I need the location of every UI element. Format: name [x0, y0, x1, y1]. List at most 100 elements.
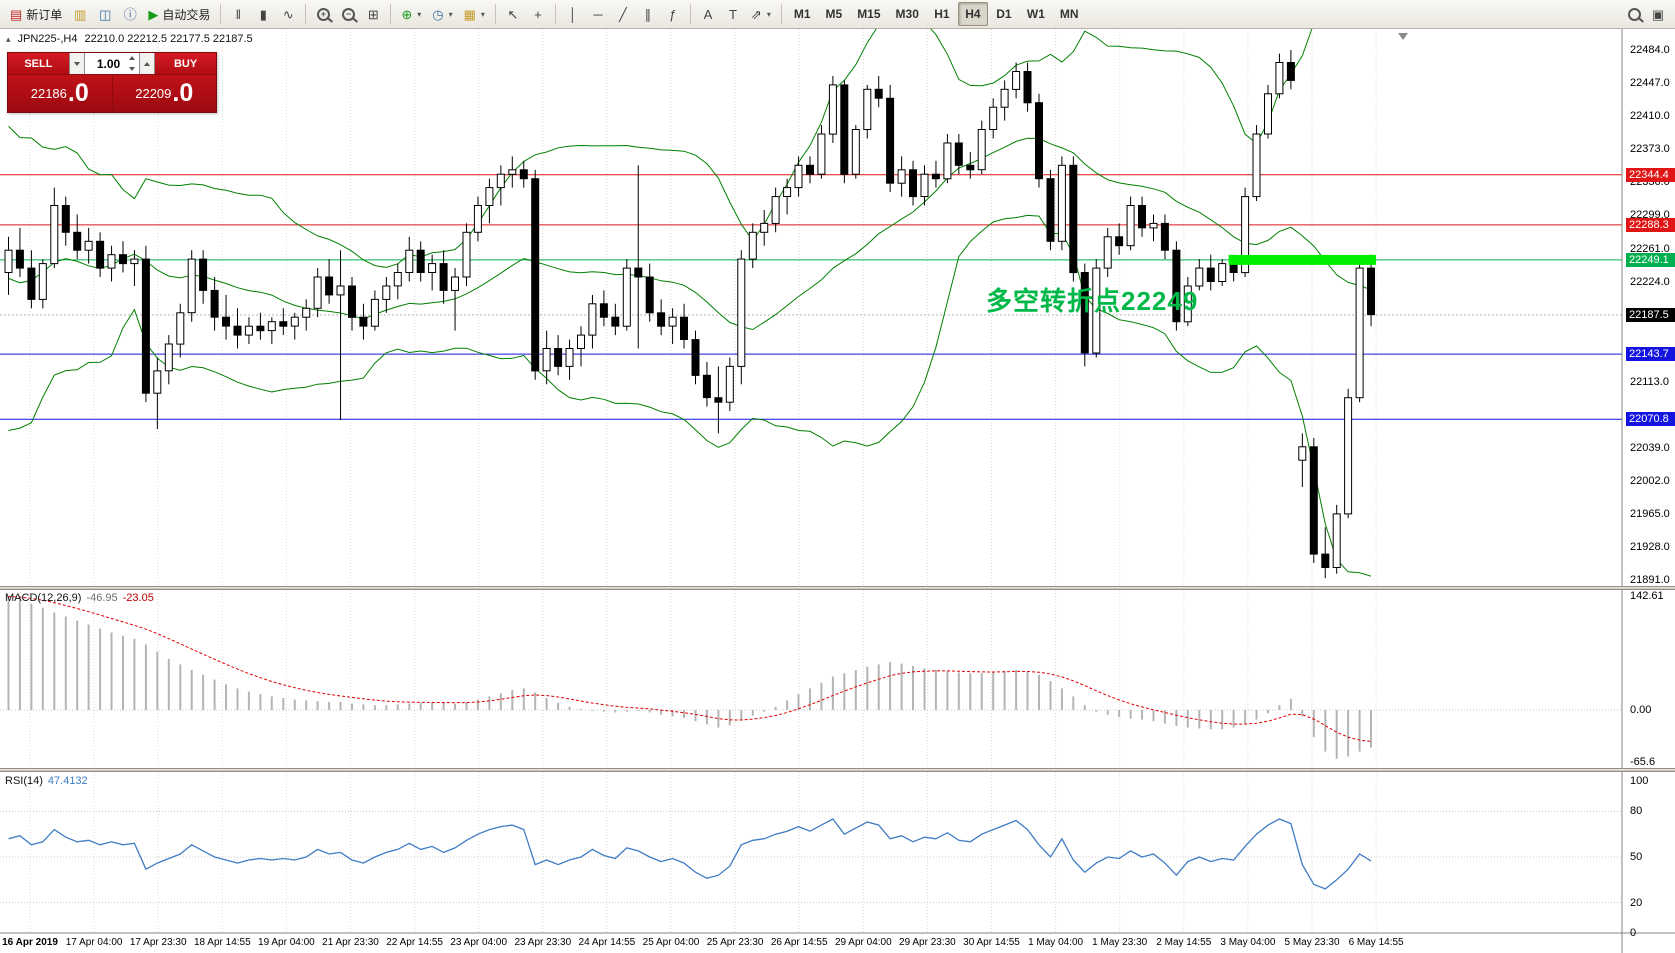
periods-button[interactable]: ◷ ▾ — [427, 2, 457, 26]
price-chart-canvas[interactable] — [0, 29, 1675, 953]
timeframe-mn-button[interactable]: MN — [1053, 2, 1086, 26]
navigator-icon: ◫ — [99, 6, 112, 22]
chart-annotation-text[interactable]: 多空转折点22249 — [986, 286, 1199, 316]
volume-decrease-button[interactable] — [68, 53, 85, 74]
candle-body — [1229, 263, 1238, 274]
candle-body — [1321, 553, 1330, 568]
candle-body — [1103, 236, 1112, 269]
cursor-tool-button[interactable]: ↖ — [501, 2, 525, 26]
candle-body — [1160, 222, 1169, 251]
line-chart-icon: ∿ — [282, 6, 294, 22]
sell-button[interactable]: SELL — [8, 53, 69, 74]
indicators-button[interactable]: ⊕ ▾ — [396, 2, 426, 26]
price-tick-label: 22261.0 — [1630, 243, 1670, 256]
bar-chart-icon: ‖ — [235, 6, 242, 22]
new-order-button[interactable]: ▤ 新订单 — [5, 2, 67, 26]
candle-body — [370, 298, 379, 327]
horizontal-line-tool-button[interactable]: ─ — [586, 2, 610, 26]
candle-body — [943, 142, 952, 180]
trendline-tool-button[interactable]: ╱ — [611, 2, 635, 26]
candle-body — [4, 249, 13, 273]
search-button[interactable] — [1622, 2, 1646, 26]
macd-title: MACD(12,26,9) — [5, 592, 82, 604]
chart-shift-marker[interactable] — [1398, 33, 1408, 40]
candle-body — [96, 240, 105, 269]
arrow-objects-button[interactable]: ⇗ ▾ — [746, 2, 776, 26]
text-label-icon: T — [728, 6, 737, 22]
symbol-period-label: JPN225-,H4 — [17, 33, 78, 45]
tile-windows-button[interactable]: ⊞ — [361, 2, 385, 26]
sell-price[interactable]: 22186.0 — [8, 75, 113, 112]
panel-splitter-rsi[interactable] — [0, 768, 1675, 772]
bollinger-upper-band — [8, 29, 1313, 268]
candle-body — [542, 348, 551, 372]
line-chart-button[interactable]: ∿ — [276, 2, 300, 26]
bar-chart-button[interactable]: ‖ — [226, 2, 250, 26]
timeframe-d1-button[interactable]: D1 — [989, 2, 1019, 26]
zoom-out-button[interactable]: − — [336, 2, 360, 26]
candle-body — [1367, 267, 1375, 316]
panel-splitter-macd[interactable] — [0, 586, 1675, 590]
timeframe-m30-button[interactable]: M30 — [889, 2, 926, 26]
candle-body — [359, 316, 368, 327]
fibonacci-tool-button[interactable]: ƒ — [661, 2, 685, 26]
crosshair-tool-button[interactable]: + — [526, 2, 550, 26]
candle-body — [153, 370, 162, 394]
search-icon — [1627, 7, 1641, 21]
channel-tool-button[interactable]: ∥ — [636, 2, 660, 26]
candle-body — [1080, 272, 1089, 354]
chart-area[interactable]: ▴ JPN225-,H4 22210.0 22212.5 22177.5 221… — [0, 29, 1675, 953]
text-tool-button[interactable]: A — [696, 2, 720, 26]
text-label-tool-button[interactable]: T — [721, 2, 745, 26]
templates-button[interactable]: ▦ ▾ — [459, 2, 490, 26]
auto-trading-button[interactable]: ▶ 自动交易 — [143, 2, 215, 26]
timeframe-m1-button[interactable]: M1 — [787, 2, 818, 26]
zoom-in-button[interactable]: + — [311, 2, 335, 26]
timeframe-h4-button[interactable]: H4 — [957, 2, 988, 26]
new-window-button[interactable]: ▣ — [1646, 2, 1670, 26]
market-watch-button[interactable]: ▥ — [68, 2, 92, 26]
new-order-icon: ▤ — [10, 6, 23, 22]
main-toolbar: ▤ 新订单 ▥ ◫ ⓘ ▶ 自动交易 ‖ ▮ ∿ + − ⊞ ⊕ ▾ ◷ ▾ ▦… — [0, 0, 1675, 29]
timeframe-h1-button[interactable]: H1 — [927, 2, 957, 26]
buy-button[interactable]: BUY — [155, 53, 217, 74]
candle-body — [680, 316, 688, 341]
price-tick-label: 22039.0 — [1630, 441, 1670, 454]
timeframe-m5-button[interactable]: M5 — [819, 2, 850, 26]
zoom-out-icon: − — [341, 7, 355, 21]
toolbar-separator — [554, 4, 556, 24]
timeframe-m15-button[interactable]: M15 — [850, 2, 887, 26]
candle-body — [577, 334, 585, 350]
data-window-icon: ⓘ — [123, 6, 137, 22]
candle-body — [897, 169, 906, 184]
candle-body — [508, 169, 517, 175]
highlight-bar[interactable] — [1228, 254, 1376, 265]
candle-body — [325, 276, 334, 296]
bollinger-middle-band — [8, 137, 1372, 331]
indicators-icon: ⊕ — [401, 6, 413, 22]
bollinger-lower-band — [8, 214, 1372, 577]
symbol-marker-icon: ▴ — [6, 33, 11, 44]
candle-body — [920, 173, 929, 197]
volume-increase-button[interactable] — [139, 53, 156, 74]
time-label: 16 Apr 2019 — [2, 937, 58, 948]
price-line-badge: 22344.4 — [1626, 167, 1675, 182]
vertical-line-tool-button[interactable]: │ — [561, 2, 585, 26]
timeframe-w1-button[interactable]: W1 — [1020, 2, 1052, 26]
price-line-badge: 22249.1 — [1626, 252, 1675, 267]
candle-body — [931, 173, 940, 180]
volume-spin-down[interactable] — [129, 67, 136, 71]
navigator-button[interactable]: ◫ — [93, 2, 117, 26]
volume-input[interactable] — [88, 56, 129, 71]
decrease-arrow-icon — [73, 61, 80, 66]
data-window-button[interactable]: ⓘ — [118, 2, 142, 26]
candle-body — [279, 321, 288, 327]
candle-body — [50, 205, 59, 265]
candlestick-chart-button[interactable]: ▮ — [251, 2, 275, 26]
price-tick-label: 22002.0 — [1630, 474, 1670, 487]
volume-spin-up[interactable] — [129, 56, 136, 60]
buy-price[interactable]: 22209.0 — [112, 75, 216, 112]
candle-body — [451, 276, 459, 291]
candle-body — [107, 254, 116, 269]
time-label: 5 May 23:30 — [1284, 937, 1340, 948]
